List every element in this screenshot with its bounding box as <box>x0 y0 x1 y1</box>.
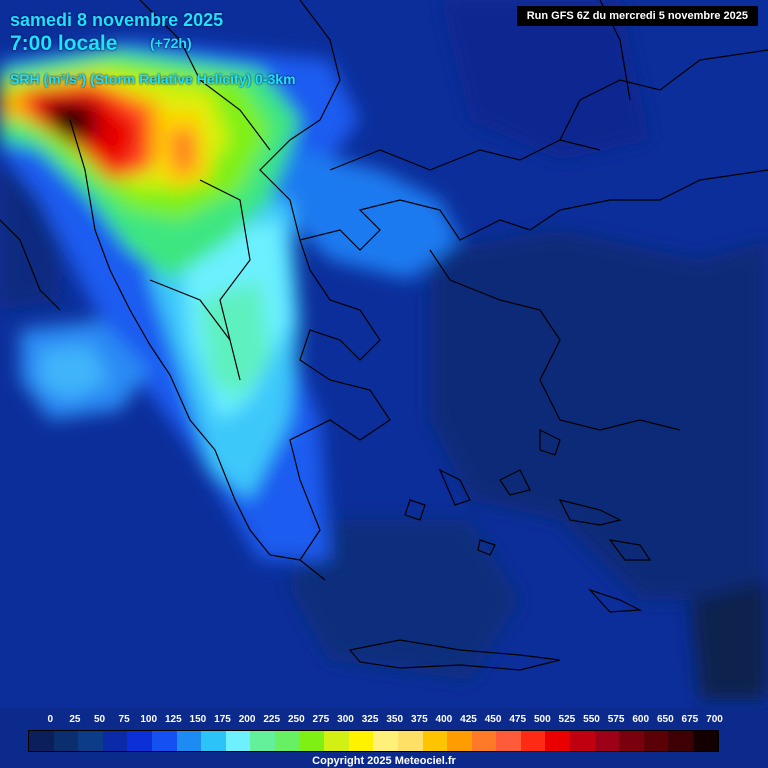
legend-swatch <box>496 731 521 751</box>
legend-label: 150 <box>189 714 207 725</box>
legend-label: 575 <box>607 714 625 725</box>
legend-swatch <box>668 731 694 751</box>
legend-label: 0 <box>47 714 54 725</box>
legend-swatch <box>127 731 152 751</box>
legend-label: 100 <box>140 714 158 725</box>
legend-label: 500 <box>533 714 551 725</box>
legend-label: 300 <box>337 714 354 725</box>
legend-swatch <box>201 731 226 751</box>
legend-label: 75 <box>118 714 130 725</box>
legend-swatch <box>274 731 300 751</box>
legend-swatch <box>693 731 718 751</box>
legend-swatch <box>619 731 644 751</box>
legend-label: 125 <box>164 714 182 725</box>
legend-color-bar <box>28 730 719 752</box>
legend-label: 275 <box>312 714 330 725</box>
legend-label: 475 <box>509 714 527 725</box>
legend-label: 175 <box>214 714 231 725</box>
legend-swatch <box>299 731 325 751</box>
legend-swatch <box>225 731 251 751</box>
srh-field <box>0 0 768 700</box>
legend-swatch <box>78 731 103 751</box>
legend-label: 425 <box>460 714 477 725</box>
legend-swatch <box>570 731 595 751</box>
color-legend: 0 25 50 75 100 125 150 175 200 225 250 275 300 325 350… <box>0 708 768 768</box>
legend-swatch <box>348 731 374 751</box>
legend-swatch <box>53 731 79 751</box>
run-info: Run GFS 6Z du mercredi 5 novembre 2025 <box>516 6 758 26</box>
legend-label: 675 <box>681 714 699 725</box>
legend-label: 200 <box>238 714 256 725</box>
legend-swatch <box>643 731 669 751</box>
legend-swatch <box>250 731 275 751</box>
legend-label: 550 <box>583 714 600 725</box>
legend-label: 325 <box>361 714 379 725</box>
legend-label: 25 <box>69 714 81 725</box>
forecast-lead: (+72h) <box>150 35 192 51</box>
legend-swatch <box>324 731 349 751</box>
srh-map <box>0 0 768 728</box>
legend-swatch <box>102 731 128 751</box>
legend-label: 350 <box>386 714 404 725</box>
forecast-date: samedi 8 novembre 2025 <box>10 10 224 30</box>
legend-swatch <box>545 731 571 751</box>
legend-label: 600 <box>632 714 650 725</box>
legend-label: 225 <box>263 714 281 725</box>
legend-swatch <box>594 731 620 751</box>
legend-swatch <box>422 731 448 751</box>
coastlines-borders <box>0 0 768 671</box>
legend-swatch <box>151 731 177 751</box>
legend-label: 400 <box>435 714 453 725</box>
legend-swatch <box>176 731 202 751</box>
legend-label: 525 <box>558 714 576 725</box>
legend-swatch <box>520 731 546 751</box>
legend-label: 375 <box>410 714 428 725</box>
legend-label: 250 <box>287 714 305 725</box>
legend-swatch <box>397 731 423 751</box>
legend-label: 450 <box>484 714 502 725</box>
legend-swatch <box>447 731 472 751</box>
legend-label: 700 <box>706 714 723 725</box>
legend-swatch <box>471 731 497 751</box>
legend-swatch <box>373 731 398 751</box>
copyright: Copyright 2025 Meteociel.fr <box>312 755 456 767</box>
legend-label: 50 <box>93 714 106 725</box>
legend-swatch <box>29 731 54 751</box>
legend-label: 650 <box>656 714 674 725</box>
forecast-time: 7:00 locale <box>10 32 118 55</box>
parameter-title: SRH (m²/s²) (Storm Relative Helicity) 0-… <box>10 71 296 87</box>
